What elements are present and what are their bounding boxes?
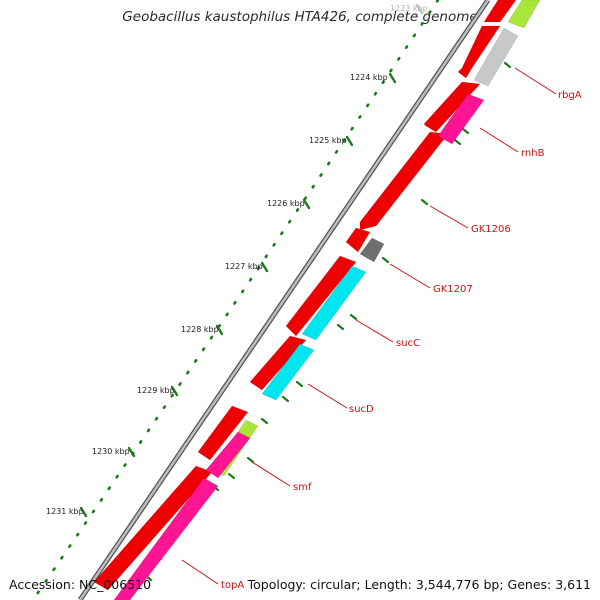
gene-feature <box>507 0 541 29</box>
backbone-arc <box>78 0 490 600</box>
callout-line <box>355 319 394 343</box>
tick-mark <box>127 446 136 458</box>
gene-feature <box>285 255 357 337</box>
gene-callout: rbgA <box>514 67 582 101</box>
scale-tick: 1230 kbp <box>92 446 136 458</box>
gene-feature <box>437 93 485 145</box>
tick-label: 1230 kbp <box>92 447 130 456</box>
tick-label: 1227 kbp <box>225 262 263 271</box>
gene-feature <box>457 25 501 79</box>
gene-feature <box>301 265 367 341</box>
tick-label: 1229 kbp <box>137 386 175 395</box>
tick-label: 1224 kbp <box>350 73 388 82</box>
scale-tick: 1223 kbp <box>390 3 428 15</box>
gene-label: sucD <box>349 404 374 415</box>
scale-arc <box>31 0 440 600</box>
gene-feature <box>261 343 315 401</box>
map-title: Geobacillus kaustophilus HTA426, complet… <box>122 9 478 25</box>
tick-mark <box>415 3 424 15</box>
gene-callout: sucD <box>307 383 374 415</box>
gene-feature <box>345 227 371 253</box>
accession-text: Accession: NC_006510 <box>9 577 152 592</box>
callout-line <box>514 67 557 95</box>
gene-feature <box>483 0 517 23</box>
tick-label: 1231 kbp <box>46 507 84 516</box>
scale-tick: 1226 kbp <box>267 198 311 210</box>
callout-line <box>389 263 431 289</box>
gene-label: topA <box>221 580 244 591</box>
gene-callout: sucC <box>355 319 420 349</box>
gene-callout: GK1207 <box>389 263 473 295</box>
tick-mark <box>388 72 397 84</box>
gene-feature <box>249 335 307 391</box>
callout-line <box>429 205 469 229</box>
gene-feature <box>359 237 385 263</box>
tick-label: 1225 kbp <box>309 136 347 145</box>
gene-callout: smf <box>251 461 312 493</box>
gene-label: GK1206 <box>471 224 511 235</box>
scale-tick: 1225 kbp <box>309 135 354 147</box>
callout-line <box>479 127 519 153</box>
gene-feature <box>359 131 449 231</box>
tick-label: 1223 kbp <box>390 4 428 13</box>
callout-line <box>251 461 291 487</box>
gene-feature <box>423 81 481 133</box>
scale-tick: 1228 kbp <box>181 324 224 336</box>
gene-callout: rnhB <box>479 127 545 159</box>
scale-tick: 1227 kbp <box>225 261 269 273</box>
gene-feature <box>197 405 249 461</box>
scale-tick: 1231 kbp <box>46 506 88 518</box>
callout-line <box>307 383 348 409</box>
gene-feature <box>113 477 219 600</box>
gene-label: sucC <box>396 338 420 349</box>
gene-label: GK1207 <box>433 284 473 295</box>
gene-callout: GK1206 <box>429 205 511 235</box>
gene-label: rbgA <box>558 90 582 101</box>
gene-label: rnhB <box>521 148 545 159</box>
tick-mark <box>260 261 269 273</box>
tick-label: 1226 kbp <box>267 199 305 208</box>
topology-text: Topology: circular; Length: 3,544,776 bp… <box>247 577 591 592</box>
scale-tick: 1229 kbp <box>137 385 179 397</box>
tick-mark <box>170 385 179 397</box>
gene-feature <box>93 465 213 591</box>
gene-feature <box>205 431 251 479</box>
tick-mark <box>302 198 311 210</box>
gene-feature <box>473 27 519 87</box>
scale-tick: 1224 kbp <box>350 72 397 84</box>
tick-mark <box>79 506 88 518</box>
gene-callout: topA <box>181 559 244 591</box>
gene-label: smf <box>293 482 312 493</box>
tick-label: 1228 kbp <box>181 325 219 334</box>
tick-mark <box>345 135 354 147</box>
callout-line <box>181 559 219 585</box>
tick-mark <box>215 324 224 336</box>
